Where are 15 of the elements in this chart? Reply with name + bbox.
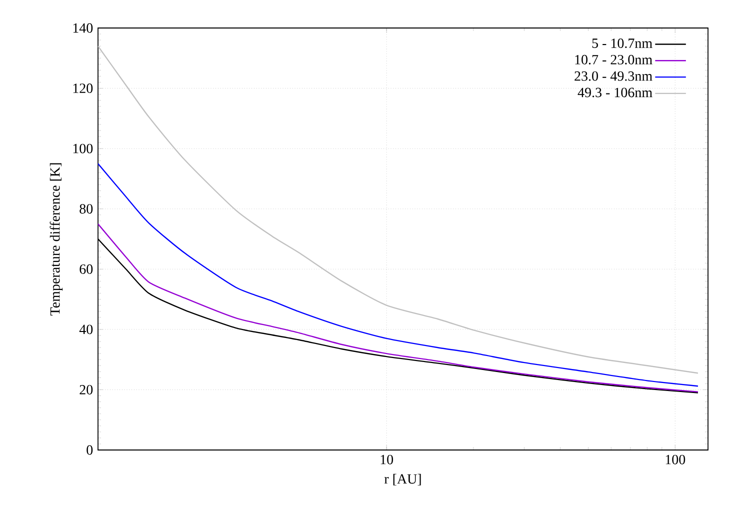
legend-label: 10.7 - 23.0nm bbox=[575, 54, 652, 64]
y-tick-label: 80 bbox=[80, 204, 93, 214]
x-tick-label: 10 bbox=[380, 454, 394, 464]
y-tick-label: 0 bbox=[86, 445, 93, 455]
y-tick-label: 120 bbox=[73, 84, 93, 94]
legend-label: 23.0 - 49.3nm bbox=[574, 71, 652, 81]
legend-label: 49.3 - 106nm bbox=[578, 88, 652, 98]
y-tick-label: 60 bbox=[80, 264, 93, 274]
y-tick-label: 40 bbox=[79, 324, 93, 334]
y-tick-label: 140 bbox=[73, 23, 93, 33]
x-axis-title: r [AU] bbox=[384, 474, 421, 486]
legend-label: 5 - 10.7nm bbox=[592, 38, 652, 48]
y-tick-label: 100 bbox=[73, 144, 93, 154]
y-axis-title: Temperature difference [K] bbox=[50, 163, 63, 316]
y-tick-label: 20 bbox=[80, 384, 93, 394]
